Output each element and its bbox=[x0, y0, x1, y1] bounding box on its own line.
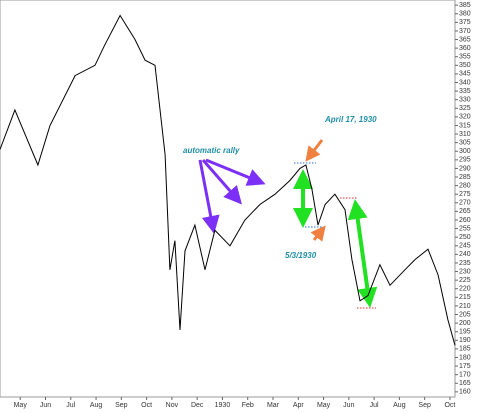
y-tick-label: 250 bbox=[459, 234, 471, 241]
y-tick-label: 365 bbox=[459, 36, 471, 43]
y-tick-label: 200 bbox=[459, 320, 471, 327]
x-tick-label: Jun bbox=[40, 402, 51, 409]
y-tick-label: 240 bbox=[459, 251, 471, 258]
x-tick-label: May bbox=[317, 402, 331, 409]
x-tick-label: 1930 bbox=[215, 402, 231, 409]
y-tick-label: 255 bbox=[459, 225, 471, 232]
y-tick-label: 305 bbox=[459, 139, 471, 146]
y-tick-label: 380 bbox=[459, 11, 471, 18]
y-tick-label: 220 bbox=[459, 286, 471, 293]
y-tick-label: 170 bbox=[459, 372, 471, 379]
y-tick-label: 370 bbox=[459, 28, 471, 35]
y-tick-label: 295 bbox=[459, 157, 471, 164]
x-tick-label: Aug bbox=[90, 402, 103, 409]
y-tick-label: 280 bbox=[459, 182, 471, 189]
annotation-arrows bbox=[198, 139, 378, 309]
x-tick-label: Sep bbox=[115, 402, 128, 409]
plot-frame bbox=[0, 0, 456, 398]
y-tick-label: 315 bbox=[459, 122, 471, 129]
y-tick-label: 330 bbox=[459, 97, 471, 104]
y-tick-label: 205 bbox=[459, 311, 471, 318]
x-tick-label: Feb bbox=[242, 402, 254, 409]
x-tick-label: Aug bbox=[393, 402, 406, 409]
x-tick-label: Sep bbox=[418, 402, 431, 409]
y-tick-label: 210 bbox=[459, 303, 471, 310]
x-tick-label: May bbox=[14, 402, 28, 409]
annotation: automatic rally bbox=[183, 146, 240, 155]
price-line bbox=[0, 14, 456, 346]
y-tick-label: 355 bbox=[459, 54, 471, 61]
y-tick-label: 345 bbox=[459, 71, 471, 78]
y-tick-label: 325 bbox=[459, 105, 471, 112]
annotation: 5/3/1930 bbox=[285, 251, 317, 260]
y-tick-label: 180 bbox=[459, 354, 471, 361]
y-tick-label: 360 bbox=[459, 45, 471, 52]
y-tick-label: 245 bbox=[459, 243, 471, 250]
y-tick-label: 275 bbox=[459, 191, 471, 198]
x-tick-label: Oct bbox=[444, 402, 455, 409]
y-tick-label: 310 bbox=[459, 131, 471, 138]
x-tick-label: Apr bbox=[293, 402, 305, 409]
y-tick-label: 260 bbox=[459, 217, 471, 224]
y-tick-label: 160 bbox=[459, 389, 471, 396]
y-tick-label: 225 bbox=[459, 277, 471, 284]
x-tick-label: Jun bbox=[343, 402, 354, 409]
x-tick-label: Jul bbox=[66, 402, 75, 409]
annotation: April 17, 1930 bbox=[324, 115, 377, 124]
x-tick-label: Dec bbox=[191, 402, 204, 409]
y-tick-label: 190 bbox=[459, 337, 471, 344]
x-tick-label: Jul bbox=[370, 402, 379, 409]
y-tick-label: 350 bbox=[459, 62, 471, 69]
y-tick-label: 235 bbox=[459, 260, 471, 267]
x-tick-label: Mar bbox=[267, 402, 280, 409]
y-tick-label: 185 bbox=[459, 346, 471, 353]
y-tick-label: 230 bbox=[459, 268, 471, 275]
y-tick-label: 215 bbox=[459, 294, 471, 301]
y-tick-label: 340 bbox=[459, 79, 471, 86]
y-tick-label: 385 bbox=[459, 2, 471, 9]
y-tick-label: 270 bbox=[459, 200, 471, 207]
y-tick-label: 175 bbox=[459, 363, 471, 370]
y-tick-label: 265 bbox=[459, 208, 471, 215]
y-tick-label: 285 bbox=[459, 174, 471, 181]
x-tick-label: Nov bbox=[166, 402, 179, 409]
y-tick-label: 165 bbox=[459, 380, 471, 387]
y-tick-label: 290 bbox=[459, 165, 471, 172]
y-tick-label: 195 bbox=[459, 329, 471, 336]
y-tick-label: 320 bbox=[459, 114, 471, 121]
y-tick-label: 335 bbox=[459, 88, 471, 95]
x-tick-label: Oct bbox=[141, 402, 152, 409]
y-tick-label: 375 bbox=[459, 19, 471, 26]
y-tick-label: 300 bbox=[459, 148, 471, 155]
